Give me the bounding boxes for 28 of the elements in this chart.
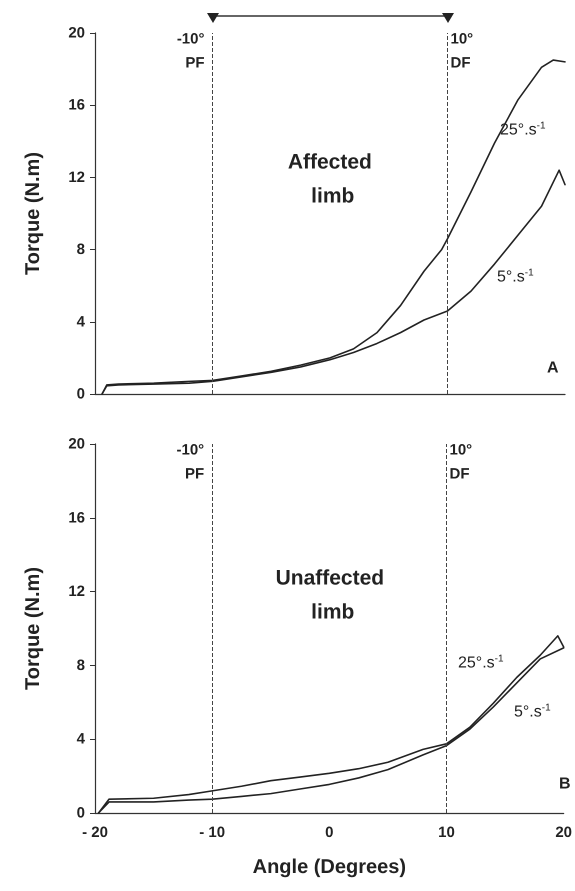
y-tick-label: 12	[68, 583, 85, 600]
ref-line-label: 10° DF	[450, 30, 474, 72]
x-tick-label: - 20	[82, 824, 108, 841]
y-tick-label: 0	[76, 804, 85, 822]
text: Affected limb	[288, 150, 378, 208]
x-tick-label: 10	[438, 824, 455, 841]
ref-line-label: -10° PF	[176, 442, 204, 482]
x-tick-label: 20	[555, 824, 572, 841]
y-axis-title: Torque (N.m)	[22, 567, 44, 690]
y-tick-label: 12	[68, 168, 85, 186]
ref-line-label: -10° PF	[176, 30, 204, 72]
y-tick-label: 8	[76, 656, 85, 674]
annotation: B	[559, 776, 571, 792]
x-tick-label: - 10	[199, 824, 226, 841]
y-tick-label: 16	[68, 509, 85, 526]
y-tick-label: 8	[76, 241, 85, 258]
y-tick-label: 4	[76, 730, 86, 748]
text: Unaffected limb	[276, 566, 390, 624]
y-tick-label: 0	[76, 386, 85, 402]
y-tick-label: 16	[68, 96, 85, 114]
y-tick-label: 20	[68, 436, 85, 452]
ref-line-label: 10° DF	[449, 442, 472, 482]
x-axis-title: Angle (Degrees)	[252, 856, 406, 878]
x-tick-label: 0	[325, 824, 334, 841]
y-tick-label: 4	[76, 313, 86, 330]
y-axis-title: Torque (N.m)	[22, 152, 44, 275]
annotation: A	[547, 360, 559, 376]
y-tick-label: 20	[68, 24, 85, 42]
